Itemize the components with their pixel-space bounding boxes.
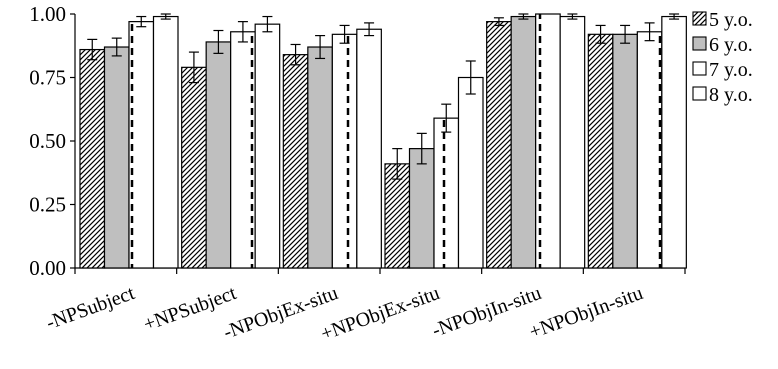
bar-6yo [612, 33, 638, 269]
x-tick-label: -NPObjIn-situ [429, 282, 544, 342]
bar-5yo [587, 33, 614, 269]
bar-5yo [79, 48, 106, 269]
bar-7yo [128, 21, 155, 269]
y-tick-label: 1.00 [29, 2, 66, 26]
bar-6yo [510, 15, 537, 269]
legend-label: 5 y.o. [709, 9, 753, 31]
bar-5yo [282, 54, 309, 269]
bar-5yo [384, 163, 411, 269]
bar-8yo [356, 28, 382, 269]
legend-label: 7 y.o. [709, 59, 753, 81]
bar-8yo [559, 15, 586, 269]
x-tick-label: +NPObjIn-situ [526, 282, 645, 343]
bar-7yo [230, 31, 256, 269]
bar-5yo [486, 21, 512, 269]
bar-7yo [433, 117, 460, 269]
bar-7yo [636, 31, 663, 269]
legend-swatch [692, 86, 707, 101]
bar-6yo [205, 41, 232, 269]
bar-6yo [103, 46, 130, 269]
bar-7yo [331, 33, 358, 269]
y-tick-label: 0.75 [29, 66, 66, 90]
y-tick-label: 0.50 [29, 129, 66, 153]
legend-swatch [692, 11, 707, 26]
bar-8yo [661, 15, 687, 269]
legend: 5 y.o. 6 y.o. 7 y.o. 8 y.o. [692, 9, 753, 106]
bar-7yo [535, 13, 561, 269]
bar-8yo [152, 15, 179, 269]
bar-6yo [307, 46, 333, 269]
y-tick-label: 0.25 [29, 193, 66, 217]
legend-label: 8 y.o. [709, 84, 753, 106]
bar-5yo [181, 66, 207, 269]
plot-area: 0.000.250.500.751.00-NPSubject +NPSubject… [29, 2, 687, 345]
bar-6yo [408, 148, 435, 269]
y-tick-label: 0.00 [29, 256, 66, 280]
legend-swatch [692, 61, 707, 76]
bar-8yo [254, 23, 281, 269]
x-tick-label: -NPSubject [43, 282, 138, 334]
legend-label: 6 y.o. [709, 34, 753, 56]
bar-8yo [457, 76, 484, 269]
legend-swatch [692, 36, 707, 51]
